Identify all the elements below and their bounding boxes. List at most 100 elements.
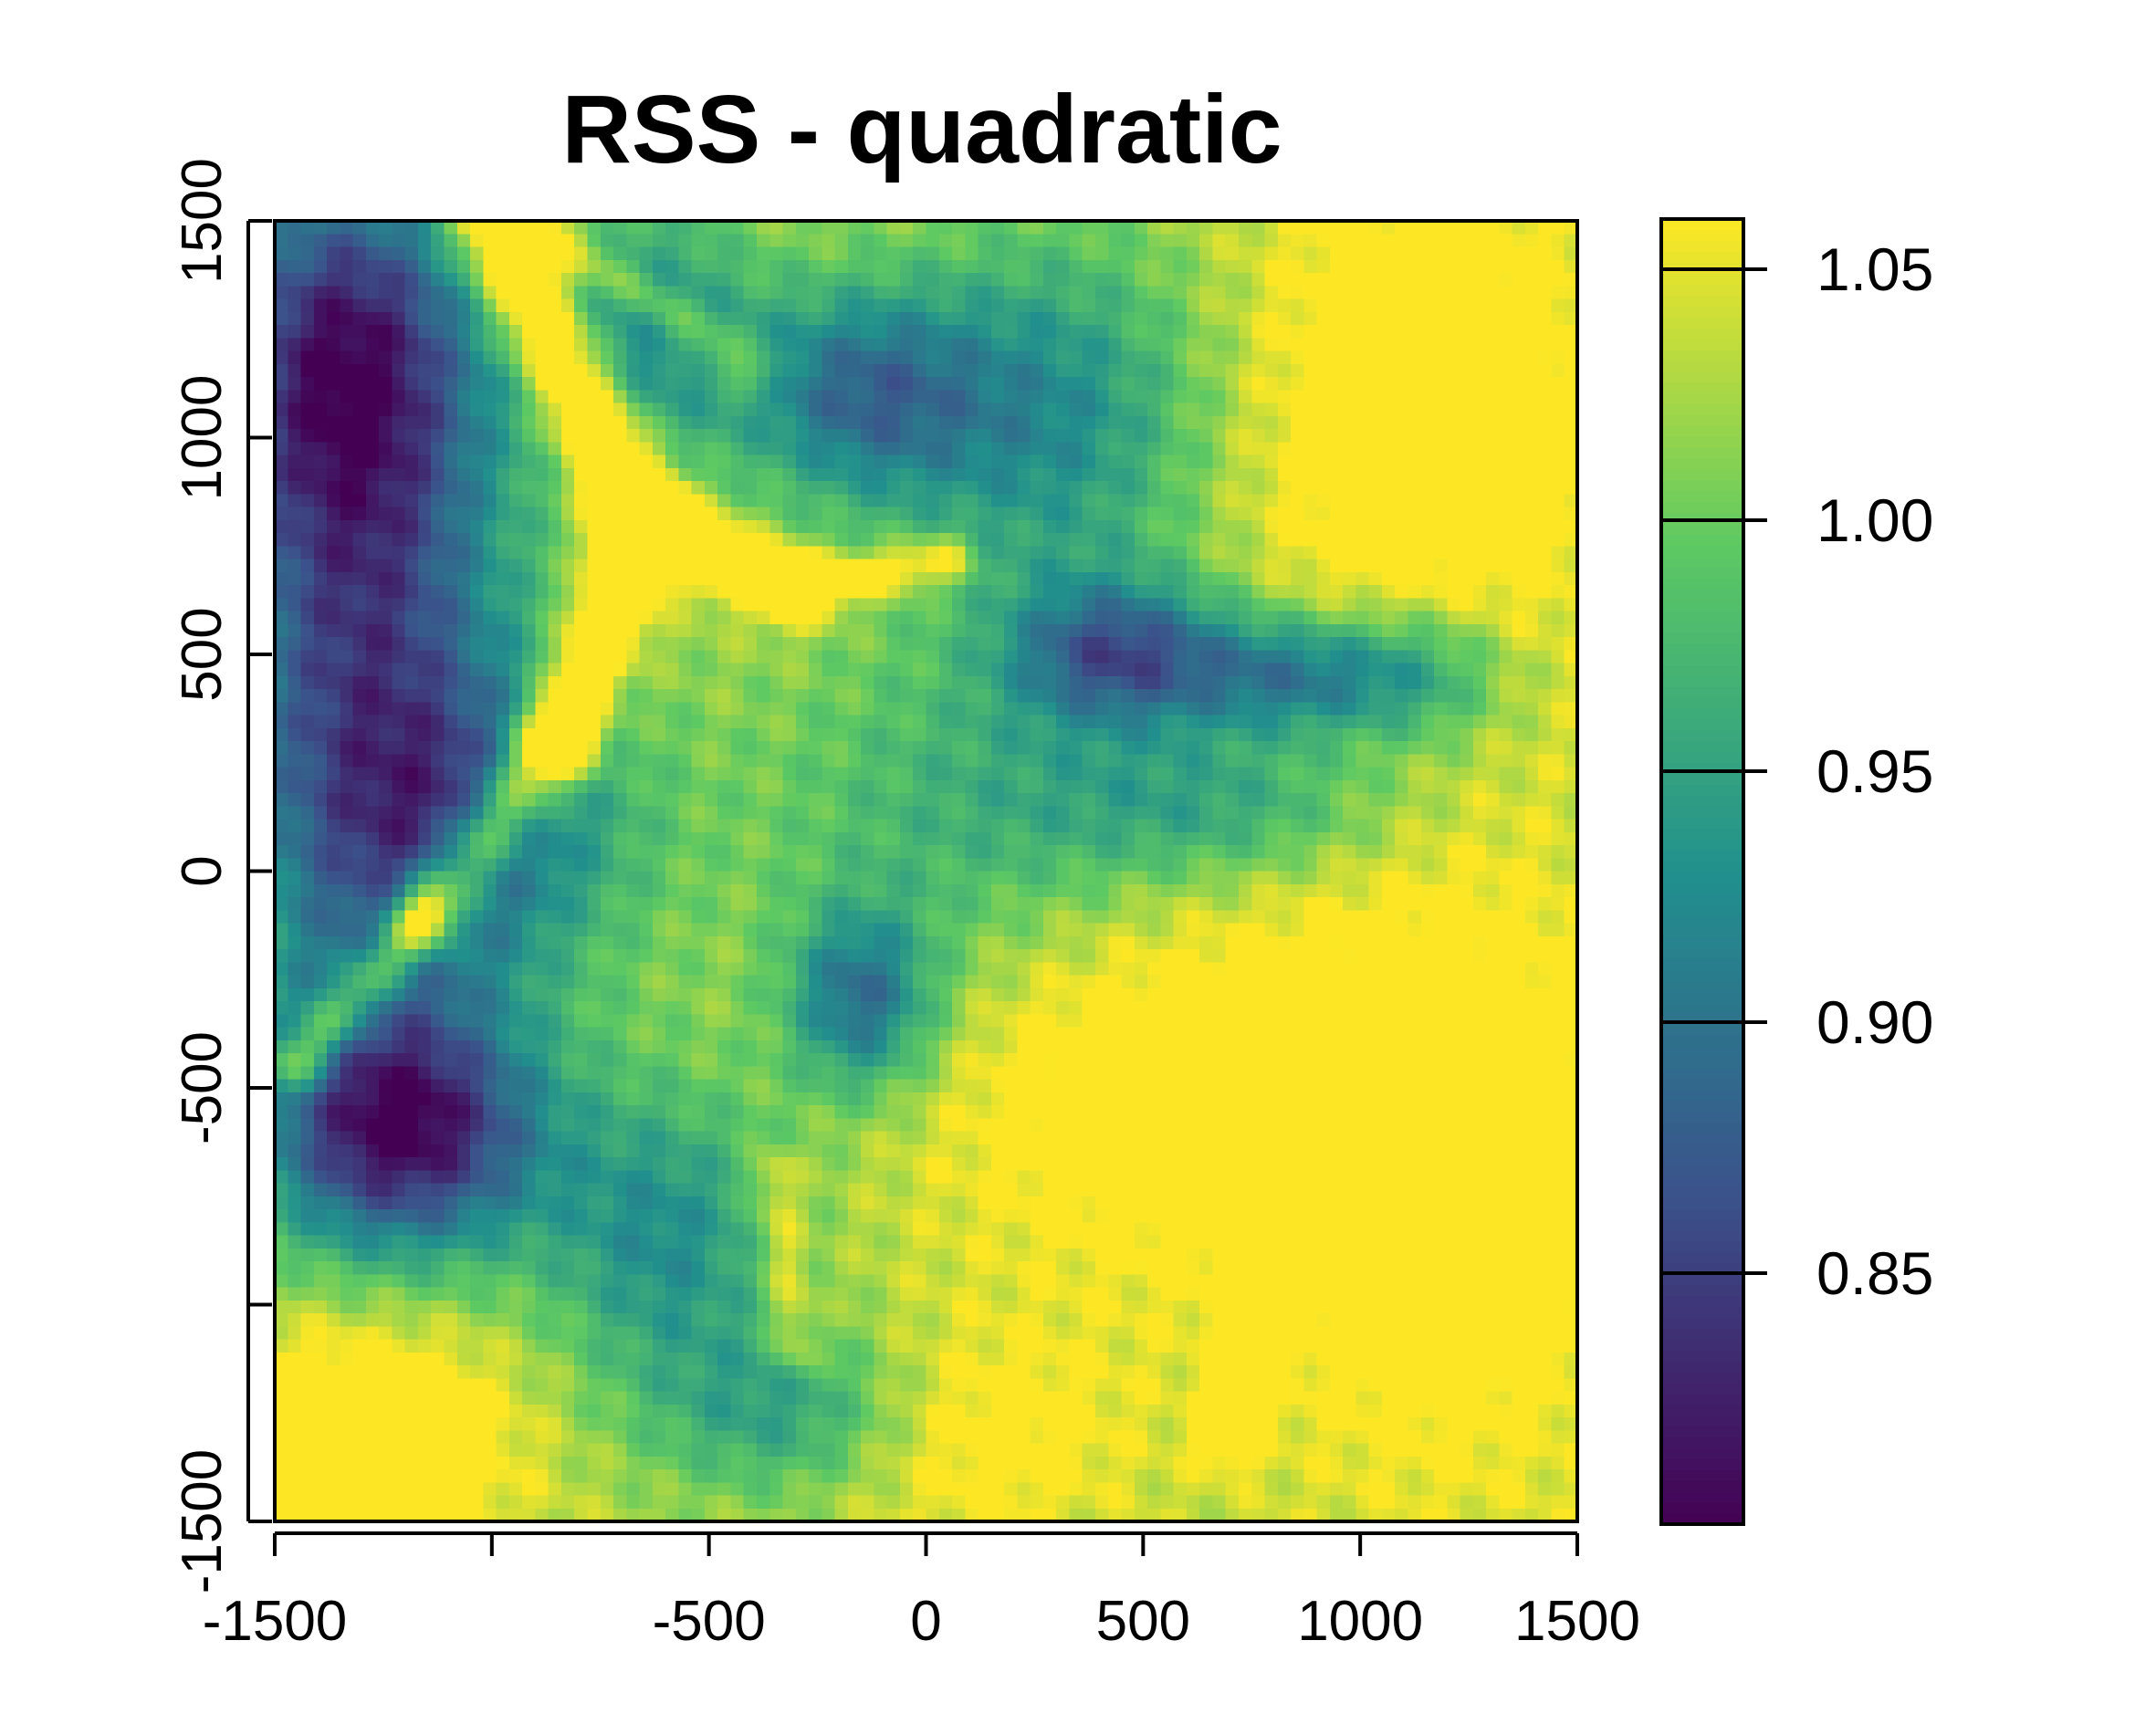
colorbar-swatch [1661, 545, 1743, 558]
y-tick-label: 500 [171, 607, 234, 701]
colorbar-swatch [1661, 219, 1743, 231]
colorbar-swatch [1661, 1447, 1743, 1460]
colorbar-swatch [1661, 1458, 1743, 1471]
colorbar-tick-label: 0.85 [1816, 1239, 1933, 1307]
colorbar-swatch [1661, 675, 1743, 688]
heatmap-raster [275, 221, 1577, 1521]
colorbar-swatch [1661, 1328, 1743, 1341]
colorbar-swatch [1661, 741, 1743, 753]
colorbar-swatch [1661, 371, 1743, 383]
colorbar-swatch [1661, 1034, 1743, 1047]
colorbar-swatch [1661, 1480, 1743, 1492]
colorbar-swatch [1661, 643, 1743, 655]
colorbar-swatch [1661, 1154, 1743, 1166]
colorbar-swatch [1661, 1208, 1743, 1220]
colorbar-swatch [1661, 501, 1743, 514]
colorbar-swatch [1661, 589, 1743, 601]
colorbar-swatch [1661, 556, 1743, 568]
colorbar-swatch [1661, 730, 1743, 742]
colorbar-swatch [1661, 490, 1743, 503]
colorbar-swatch [1661, 295, 1743, 307]
colorbar-swatch [1661, 1284, 1743, 1297]
colorbar-tick-label: 1.00 [1816, 486, 1933, 554]
colorbar-swatch [1661, 784, 1743, 797]
colorbar-swatch [1661, 1415, 1743, 1427]
x-tick-label: 500 [1096, 1590, 1190, 1653]
colorbar-swatch [1661, 1339, 1743, 1351]
colorbar-swatch [1661, 328, 1743, 340]
colorbar-swatch [1661, 1394, 1743, 1405]
plot-frame [273, 219, 1579, 1523]
colorbar-swatch [1661, 611, 1743, 622]
colorbar-swatch [1661, 1273, 1743, 1286]
colorbar-swatch [1661, 850, 1743, 862]
y-tick-label: 1500 [171, 158, 234, 284]
colorbar-swatch [1661, 925, 1743, 938]
colorbar-swatch [1661, 447, 1743, 459]
colorbar-swatch [1661, 1437, 1743, 1449]
colorbar-swatch [1661, 1426, 1743, 1438]
colorbar-swatch [1661, 1089, 1743, 1101]
colorbar-swatch [1661, 839, 1743, 851]
colorbar-swatch [1661, 1186, 1743, 1199]
colorbar-swatch [1661, 534, 1743, 547]
colorbar-swatch [1661, 1491, 1743, 1503]
colorbar-swatch [1661, 904, 1743, 916]
colorbar-swatch [1661, 306, 1743, 318]
colorbar-swatch [1661, 1111, 1743, 1123]
colorbar-swatch [1661, 578, 1743, 590]
colorbar-swatch [1661, 653, 1743, 666]
colorbar-swatch [1661, 686, 1743, 698]
y-tick-label: 1000 [171, 375, 234, 501]
colorbar-swatch [1661, 969, 1743, 981]
colorbar-swatch [1661, 1372, 1743, 1384]
colorbar-swatch [1661, 403, 1743, 416]
colorbar-swatch [1661, 1252, 1743, 1264]
colorbar-swatch [1661, 1317, 1743, 1330]
colorbar-swatch [1661, 773, 1743, 786]
colorbar-swatch [1661, 381, 1743, 394]
colorbar-swatch [1661, 1067, 1743, 1080]
colorbar-swatch [1661, 719, 1743, 731]
colorbar-swatch [1661, 947, 1743, 959]
y-tick-label: -500 [171, 1031, 234, 1144]
colorbar-swatch [1661, 360, 1743, 372]
x-tick-label: 0 [910, 1590, 941, 1653]
colorbar-swatch [1661, 1045, 1743, 1058]
colorbar-swatch [1661, 828, 1743, 840]
colorbar-swatch [1661, 1306, 1743, 1319]
colorbar-swatch [1661, 708, 1743, 720]
colorbar-swatch [1661, 392, 1743, 405]
y-axis: -1500 -500 0 500 1000 1500 [171, 158, 272, 1593]
colorbar-swatch [1661, 600, 1743, 611]
colorbar-swatch [1661, 882, 1743, 894]
colorbar-swatch [1661, 436, 1743, 448]
x-tick-label: 1000 [1297, 1590, 1423, 1653]
colorbar-swatch [1661, 1122, 1743, 1134]
colorbar-swatch [1661, 936, 1743, 949]
colorbar-swatch [1661, 251, 1743, 264]
colorbar-swatch [1661, 317, 1743, 329]
colorbar-swatch [1661, 1350, 1743, 1362]
colorbar-swatch [1661, 1361, 1743, 1373]
colorbar-tick-label: 0.95 [1816, 737, 1933, 805]
colorbar-swatch [1661, 567, 1743, 579]
colorbar-swatch [1661, 872, 1743, 883]
colorbar-swatch [1661, 980, 1743, 992]
colorbar-swatch [1661, 1078, 1743, 1090]
colorbar: 0.85 0.90 0.95 1.00 1.05 [1659, 217, 1933, 1526]
colorbar-swatch [1661, 1404, 1743, 1416]
colorbar-swatch [1661, 273, 1743, 286]
colorbar-swatch [1661, 339, 1743, 350]
colorbar-swatch [1661, 1383, 1743, 1395]
colorbar-swatch [1661, 914, 1743, 927]
colorbar-swatch [1661, 1002, 1743, 1014]
colorbar-swatch [1661, 1502, 1743, 1514]
colorbar-swatch [1661, 469, 1743, 481]
colorbar-swatch [1661, 425, 1743, 437]
colorbar-swatch [1661, 1295, 1743, 1308]
colorbar-swatch [1661, 1165, 1743, 1177]
colorbar-swatch [1661, 1133, 1743, 1144]
colorbar-swatch [1661, 414, 1743, 427]
colorbar-swatch [1661, 1230, 1743, 1242]
